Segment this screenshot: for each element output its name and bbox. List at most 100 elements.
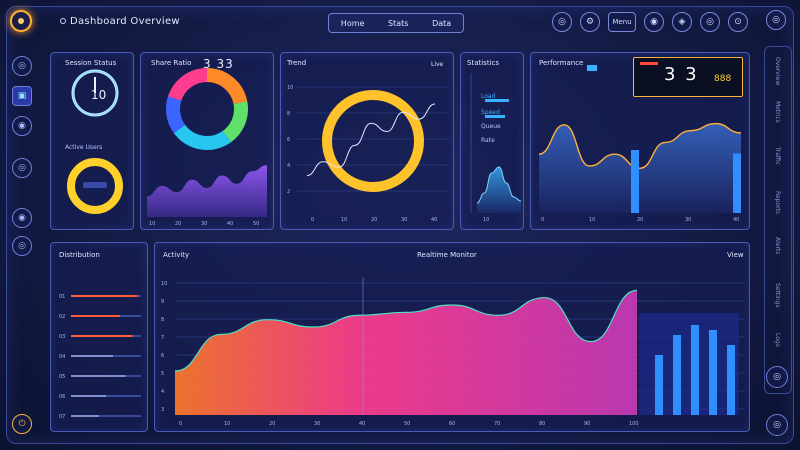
- main-y-tick: 6: [161, 353, 164, 359]
- stats-row-3: Queue: [481, 123, 501, 130]
- kpi-chart-svg: 0 10 20 30 40: [538, 122, 742, 223]
- nav-reports-icon[interactable]: ◎: [12, 158, 32, 178]
- donut-slice-pink: [168, 68, 208, 102]
- donut-x-tick: 20: [175, 221, 181, 227]
- top-bar: Dashboard Overview Home Stats Data ◎ ⚙ M…: [0, 0, 800, 44]
- gauges-panel: Session Status 10 Active Users: [50, 52, 134, 230]
- distribution-fill: [71, 315, 120, 317]
- distribution-chart-svg: 01 02 03 04 05 06 07: [59, 294, 141, 420]
- alert-icon[interactable]: ◎: [552, 12, 572, 32]
- donut-x-tick: 50: [253, 221, 259, 227]
- stats-row-4: Rate: [481, 137, 495, 144]
- kpi-display-box: 3 3 888: [633, 57, 743, 97]
- trend-title: Trend: [287, 59, 307, 67]
- kpi-bar: [631, 150, 639, 213]
- donut-panel: Share Ratio 3 33 10 20 30 40 50: [140, 52, 274, 230]
- menu-button[interactable]: Menu: [608, 12, 636, 32]
- nav-home-icon[interactable]: ◎: [12, 56, 32, 76]
- main-line: [174, 289, 638, 372]
- main-x-tick: 40: [359, 421, 365, 427]
- distribution-title: Distribution: [59, 251, 100, 259]
- distribution-row-label: 01: [59, 294, 65, 300]
- target-icon[interactable]: ◎: [700, 12, 720, 32]
- right-label-alerts[interactable]: Alerts: [774, 237, 781, 255]
- main-y-tick: 7: [161, 335, 164, 341]
- kpi-display-small: 888: [714, 74, 732, 84]
- chart-icon[interactable]: ◈: [672, 12, 692, 32]
- main-x-tick: 50: [404, 421, 410, 427]
- trend-x-tick: 10: [341, 217, 347, 223]
- kpi-panel: Performance 3 3 888 0 10 20 30 40: [530, 52, 750, 230]
- user-icon[interactable]: ◉: [644, 12, 664, 32]
- help-icon[interactable]: ⊙: [728, 12, 748, 32]
- stats-area: [477, 167, 521, 213]
- donut-x-tick: 10: [149, 221, 155, 227]
- trend-tag: Live: [431, 61, 444, 68]
- right-label-logs[interactable]: Logs: [774, 333, 781, 347]
- distribution-panel: Distribution 01 02 03 04 05 06 07: [50, 242, 148, 432]
- kpi-x-tick: 10: [589, 217, 595, 223]
- main-title-right[interactable]: View: [727, 251, 744, 259]
- stats-title: Statistics: [467, 59, 499, 67]
- main-x-tick: 30: [314, 421, 320, 427]
- nav-apps-icon[interactable]: ▣: [12, 86, 32, 106]
- kpi-display: 3 3: [664, 64, 699, 85]
- clock-gauge-glow: [72, 70, 118, 116]
- right-label-traffic[interactable]: Traffic: [774, 147, 781, 166]
- main-bar: [691, 325, 699, 415]
- main-x-tick: 70: [494, 421, 500, 427]
- status-dot-icon: [60, 18, 66, 24]
- main-x-tick: 0: [179, 421, 182, 427]
- trend-x-tick: 0: [311, 217, 314, 223]
- tab-data[interactable]: Data: [432, 18, 452, 28]
- stats-panel: Statistics Load Speed Queue Rate 10: [460, 52, 524, 230]
- main-bar: [709, 330, 717, 415]
- main-y-tick: 3: [161, 407, 164, 413]
- corner-menu-icon[interactable]: ◎: [766, 10, 786, 30]
- app-frame: [6, 6, 794, 444]
- trend-x-tick: 30: [401, 217, 407, 223]
- main-y-tick: 5: [161, 371, 164, 377]
- main-x-tick: 80: [539, 421, 545, 427]
- nav-users-icon[interactable]: ◉: [12, 208, 32, 228]
- stats-x-tick: 10: [483, 217, 489, 223]
- kpi-x-tick: 20: [637, 217, 643, 223]
- nav-analytics-icon[interactable]: ◉: [12, 116, 32, 136]
- tab-stats[interactable]: Stats: [388, 18, 409, 28]
- right-label-reports[interactable]: Reports: [774, 191, 781, 215]
- distribution-fill: [71, 355, 113, 357]
- right-label-metrics[interactable]: Metrics: [774, 101, 781, 123]
- tab-home[interactable]: Home: [340, 18, 365, 28]
- right-bottom-icon[interactable]: ◎: [766, 414, 788, 436]
- main-bar: [727, 345, 735, 415]
- app-title: Dashboard Overview: [60, 16, 180, 27]
- settings-icon[interactable]: ⚙: [580, 12, 600, 32]
- main-x-tick: 60: [449, 421, 455, 427]
- nav-settings-icon[interactable]: ◎: [12, 236, 32, 256]
- distribution-fill: [71, 395, 106, 397]
- distribution-row-label: 04: [59, 354, 65, 360]
- stats-line: [476, 166, 522, 204]
- right-top-icon[interactable]: ◎: [766, 366, 788, 388]
- donut-chart-svg: 10 20 30 40 50: [147, 68, 267, 227]
- right-label-overview[interactable]: Overview: [774, 57, 781, 86]
- main-y-tick: 4: [161, 389, 164, 395]
- main-bar: [655, 355, 663, 415]
- distribution-row-label: 03: [59, 334, 65, 340]
- stats-chart-svg: 10: [470, 73, 522, 223]
- donut-value: 3 33: [203, 57, 234, 71]
- distribution-fill: [71, 375, 126, 377]
- right-sidebar: Overview Metrics Traffic Reports Alerts …: [764, 46, 792, 394]
- kpi-title: Performance: [539, 59, 584, 67]
- distribution-row-label: 02: [59, 314, 65, 320]
- distribution-row-label: 05: [59, 374, 65, 380]
- nav-power-icon[interactable]: ⏻: [12, 414, 32, 434]
- trend-line: [306, 103, 436, 176]
- trend-y-tick: 4: [287, 163, 290, 169]
- stats-row-2: Speed: [481, 109, 500, 116]
- kpi-x-tick: 0: [541, 217, 544, 223]
- right-label-settings[interactable]: Settings: [774, 283, 781, 308]
- main-y-tick: 10: [161, 281, 167, 287]
- donut-slice-cyan: [173, 124, 232, 150]
